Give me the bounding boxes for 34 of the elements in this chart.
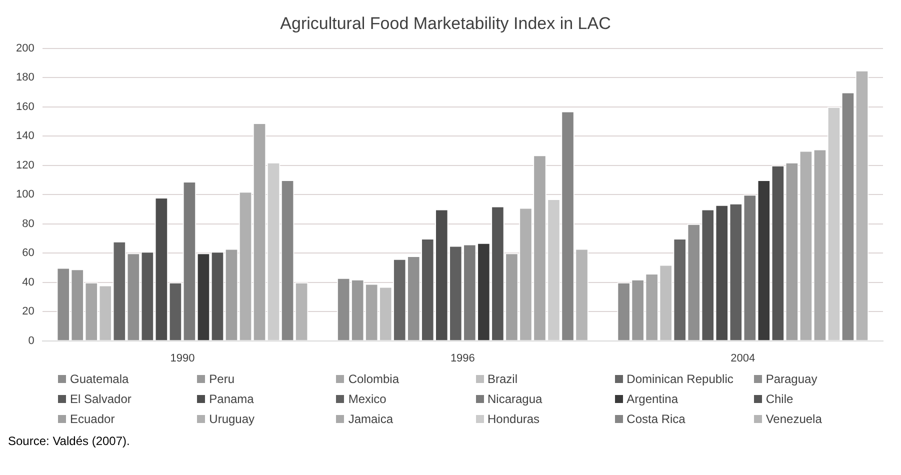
- legend-label: Peru: [209, 372, 235, 386]
- source-note: Source: Valdés (2007).: [8, 434, 131, 448]
- legend-label: Costa Rica: [626, 412, 686, 426]
- legend-label: Mexico: [348, 392, 386, 406]
- legend-label: Nicaragua: [488, 392, 542, 406]
- legend-label: Paraguay: [766, 372, 818, 386]
- legend-label: Colombia: [348, 372, 400, 386]
- legend-label: Uruguay: [209, 412, 255, 426]
- legend-label: Jamaica: [348, 412, 394, 426]
- y-tick-label: 40: [22, 276, 34, 288]
- y-tick-label: 60: [22, 247, 34, 260]
- y-tick-label: 20: [22, 306, 34, 318]
- x-tick-label: 1996: [450, 352, 475, 364]
- y-tick-label: 160: [16, 100, 34, 113]
- x-tick-label: 2004: [730, 352, 756, 364]
- y-tick-label: 140: [16, 130, 34, 142]
- legend-label: Chile: [766, 392, 794, 406]
- legend-label: El Salvador: [70, 392, 132, 406]
- y-tick-label: 200: [16, 42, 34, 54]
- legend-label: Guatemala: [70, 372, 129, 386]
- y-tick-label: 180: [16, 72, 34, 84]
- y-tick-label: 80: [22, 218, 34, 230]
- chart-title: Agricultural Food Marketability Index in LAC: [280, 14, 611, 33]
- x-tick-label: 1990: [170, 352, 195, 364]
- legend-label: Dominican Republic: [626, 372, 734, 386]
- legend-label: Ecuador: [70, 412, 115, 426]
- y-tick-label: 120: [16, 159, 34, 172]
- legend-label: Honduras: [488, 412, 540, 426]
- y-tick-label: 0: [28, 334, 34, 347]
- legend-label: Panama: [209, 392, 254, 406]
- y-tick-label: 100: [16, 188, 34, 201]
- legend-label: Argentina: [626, 392, 678, 406]
- legend-label: Venezuela: [766, 412, 822, 426]
- legend-label: Brazil: [488, 372, 518, 386]
